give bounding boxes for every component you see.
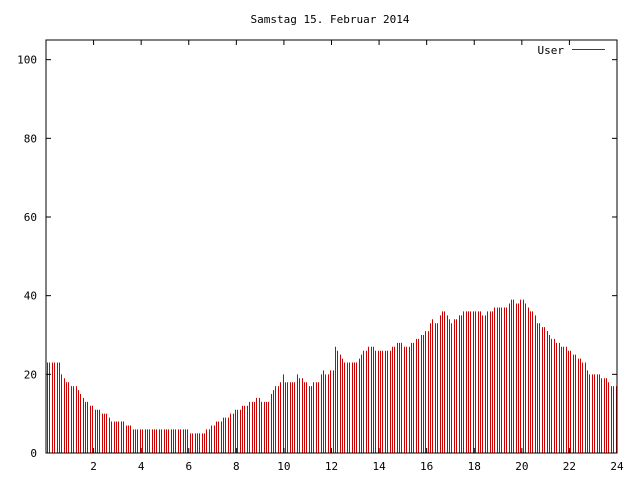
plot-frame xyxy=(45,39,618,454)
x-tick-label: 22 xyxy=(563,460,576,473)
x-tick-label: 2 xyxy=(90,460,97,473)
chart-title: Samstag 15. Februar 2014 xyxy=(251,13,410,26)
x-tick-label: 18 xyxy=(468,460,481,473)
x-tick-label: 24 xyxy=(610,460,624,473)
x-tick-label: 12 xyxy=(325,460,338,473)
y-tick-label: 0 xyxy=(30,447,37,460)
x-axis: 2 4 6 8 10 12 14 16 18 20 22 24 xyxy=(90,40,624,473)
x-tick-label: 16 xyxy=(420,460,433,473)
y-tick-label: 60 xyxy=(24,211,37,224)
x-tick-label: 10 xyxy=(277,460,290,473)
x-tick-label: 4 xyxy=(138,460,145,473)
bar-series-user xyxy=(47,299,617,453)
x-tick-label: 6 xyxy=(185,460,192,473)
x-tick-label: 14 xyxy=(372,460,386,473)
legend-label-user: User xyxy=(538,44,565,57)
x-tick-label: 8 xyxy=(233,460,240,473)
y-tick-label: 100 xyxy=(17,54,37,67)
y-tick-label: 80 xyxy=(24,132,37,145)
x-tick-label: 20 xyxy=(515,460,528,473)
y-tick-label: 40 xyxy=(24,290,37,303)
legend: User xyxy=(538,44,605,57)
y-axis: 0 20 40 60 80 100 xyxy=(17,54,617,460)
y-tick-label: 20 xyxy=(24,368,37,381)
